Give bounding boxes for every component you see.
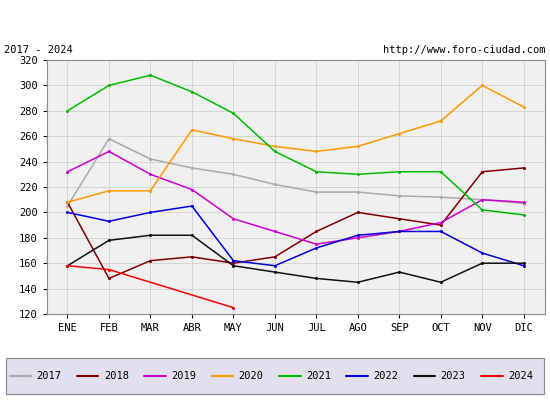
Text: 2023: 2023	[441, 371, 466, 381]
Text: 2022: 2022	[373, 371, 398, 381]
Text: 2017: 2017	[36, 371, 62, 381]
FancyBboxPatch shape	[6, 358, 544, 394]
Text: http://www.foro-ciudad.com: http://www.foro-ciudad.com	[383, 45, 546, 55]
Text: 2024: 2024	[508, 371, 533, 381]
Text: 2018: 2018	[104, 371, 129, 381]
Text: Evolucion del paro registrado en Bunyola: Evolucion del paro registrado en Bunyola	[124, 14, 426, 28]
Text: 2021: 2021	[306, 371, 331, 381]
Text: 2017 - 2024: 2017 - 2024	[4, 45, 73, 55]
Text: 2019: 2019	[171, 371, 196, 381]
Text: 2020: 2020	[239, 371, 263, 381]
